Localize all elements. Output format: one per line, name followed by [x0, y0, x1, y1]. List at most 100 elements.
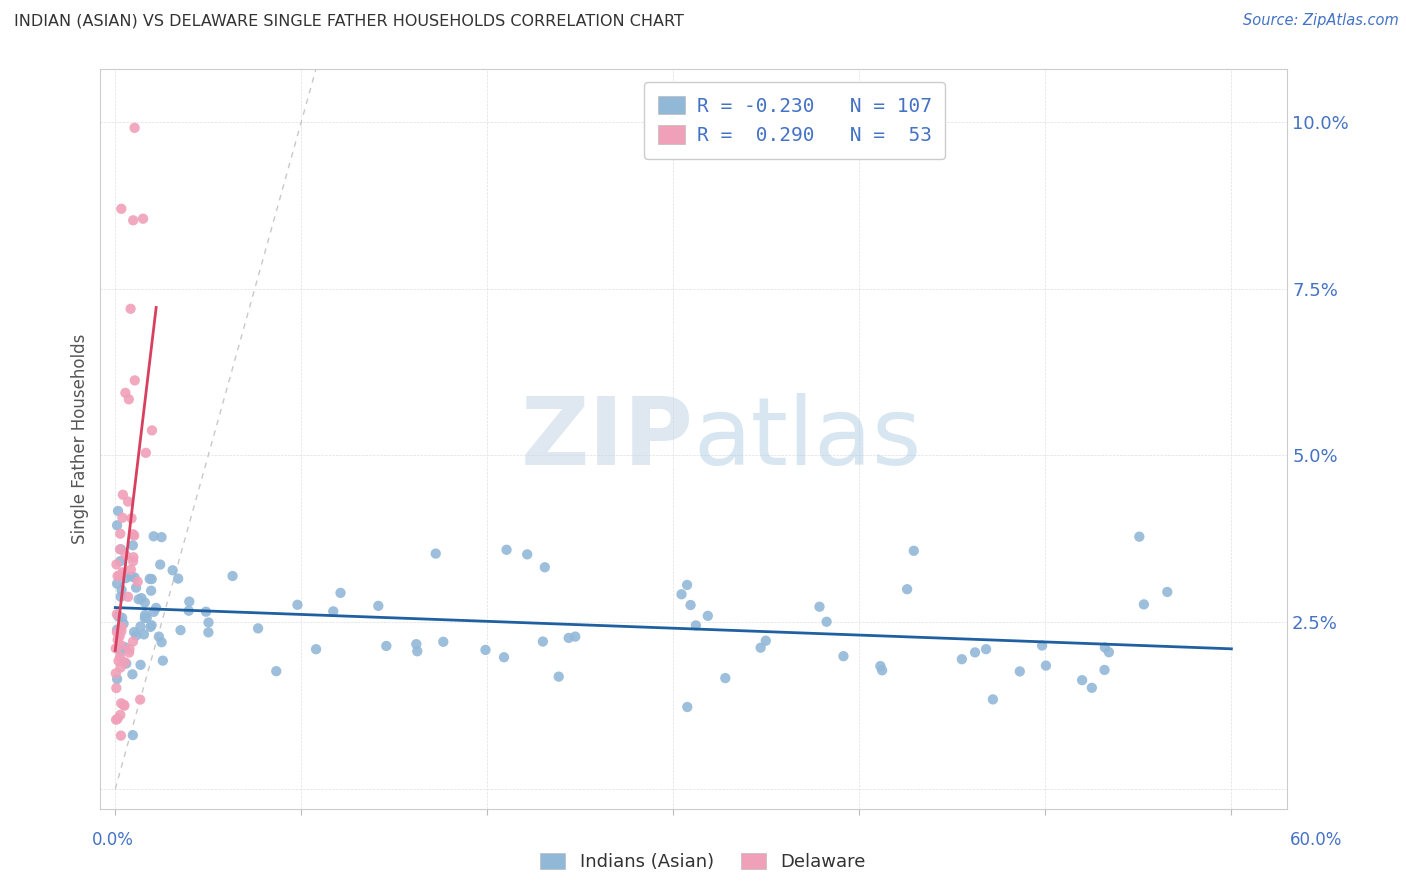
- Point: [305, 642, 328, 657]
- Point: [152, 654, 174, 668]
- Point: [134, 596, 156, 610]
- Point: [115, 571, 138, 585]
- Point: [105, 623, 128, 637]
- Point: [112, 616, 135, 631]
- Point: [111, 582, 134, 597]
- Point: [903, 543, 925, 558]
- Point: [132, 211, 155, 226]
- Point: [141, 424, 163, 438]
- Point: [141, 572, 163, 586]
- Point: [127, 574, 149, 589]
- Point: [150, 635, 173, 649]
- Point: [110, 542, 132, 557]
- Point: [714, 671, 737, 685]
- Text: 0.0%: 0.0%: [91, 831, 134, 849]
- Text: INDIAN (ASIAN) VS DELAWARE SINGLE FATHER HOUSEHOLDS CORRELATION CHART: INDIAN (ASIAN) VS DELAWARE SINGLE FATHER…: [14, 13, 683, 29]
- Point: [121, 538, 143, 552]
- Point: [516, 547, 538, 561]
- Point: [122, 625, 145, 640]
- Point: [117, 590, 139, 604]
- Point: [107, 632, 129, 647]
- Point: [108, 568, 131, 582]
- Point: [105, 625, 128, 640]
- Y-axis label: Single Father Households: Single Father Households: [72, 334, 89, 544]
- Point: [105, 607, 128, 622]
- Point: [474, 643, 496, 657]
- Point: [107, 504, 129, 518]
- Point: [676, 578, 699, 592]
- Point: [115, 657, 138, 671]
- Point: [142, 605, 165, 619]
- Point: [110, 590, 132, 604]
- Point: [167, 572, 190, 586]
- Point: [111, 566, 134, 580]
- Point: [111, 510, 134, 524]
- Point: [121, 511, 143, 525]
- Point: [950, 652, 973, 666]
- Point: [114, 385, 136, 400]
- Point: [110, 202, 132, 216]
- Point: [148, 630, 170, 644]
- Point: [125, 628, 148, 642]
- Point: [375, 639, 398, 653]
- Point: [110, 707, 132, 722]
- Point: [111, 488, 134, 502]
- Point: [755, 633, 778, 648]
- Point: [135, 446, 157, 460]
- Point: [1008, 665, 1031, 679]
- Point: [145, 600, 167, 615]
- Point: [287, 598, 309, 612]
- Point: [129, 692, 152, 706]
- Point: [114, 698, 136, 713]
- Point: [557, 631, 579, 645]
- Point: [134, 611, 156, 625]
- Point: [1031, 639, 1053, 653]
- Legend: Indians (Asian), Delaware: Indians (Asian), Delaware: [533, 846, 873, 879]
- Point: [533, 560, 555, 574]
- Point: [169, 623, 191, 637]
- Point: [105, 672, 128, 686]
- Point: [808, 599, 831, 614]
- Point: [104, 641, 127, 656]
- Point: [105, 713, 128, 727]
- Point: [107, 609, 129, 624]
- Point: [108, 649, 131, 664]
- Point: [1081, 681, 1104, 695]
- Text: Source: ZipAtlas.com: Source: ZipAtlas.com: [1243, 13, 1399, 29]
- Point: [105, 558, 128, 572]
- Point: [121, 667, 143, 681]
- Point: [195, 605, 218, 619]
- Point: [139, 620, 162, 634]
- Point: [696, 608, 718, 623]
- Point: [492, 650, 515, 665]
- Point: [1133, 598, 1156, 612]
- Point: [1094, 663, 1116, 677]
- Point: [547, 670, 569, 684]
- Point: [135, 611, 157, 625]
- Point: [107, 654, 129, 668]
- Point: [122, 528, 145, 542]
- Point: [329, 586, 352, 600]
- Legend: R = -0.230   N = 107, R =  0.290   N =  53: R = -0.230 N = 107, R = 0.290 N = 53: [644, 82, 945, 159]
- Point: [124, 373, 146, 387]
- Point: [1071, 673, 1094, 688]
- Point: [247, 621, 270, 635]
- Point: [671, 587, 693, 601]
- Point: [105, 576, 128, 591]
- Point: [406, 644, 429, 658]
- Point: [117, 494, 139, 508]
- Point: [125, 581, 148, 595]
- Point: [110, 620, 132, 634]
- Point: [114, 655, 136, 669]
- Point: [197, 615, 219, 630]
- Point: [108, 629, 131, 643]
- Point: [124, 570, 146, 584]
- Point: [122, 634, 145, 648]
- Point: [432, 635, 454, 649]
- Point: [139, 583, 162, 598]
- Point: [110, 696, 132, 710]
- Point: [1098, 645, 1121, 659]
- Point: [118, 642, 141, 657]
- Point: [179, 594, 201, 608]
- Text: ZIP: ZIP: [520, 392, 693, 484]
